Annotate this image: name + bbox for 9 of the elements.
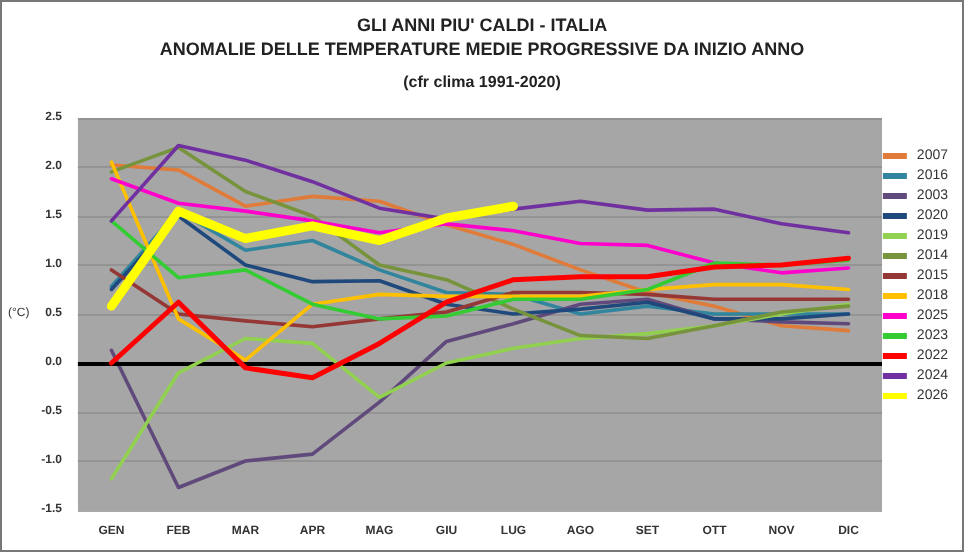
line-series bbox=[109, 268, 851, 329]
line-series bbox=[106, 201, 518, 311]
line-series bbox=[109, 176, 851, 275]
line-series bbox=[109, 143, 851, 235]
text: (cfr clima 1991-2020) bbox=[403, 73, 562, 91]
chart-subtitle: ANOMALIE DELLE TEMPERATURE MEDIE PROGRESSIVE DA INIZIO ANNO bbox=[159, 39, 805, 59]
line-series bbox=[108, 255, 851, 381]
chart-title: GLI ANNI PIU' CALDI - ITALIA bbox=[356, 15, 609, 35]
line-series bbox=[109, 160, 851, 362]
